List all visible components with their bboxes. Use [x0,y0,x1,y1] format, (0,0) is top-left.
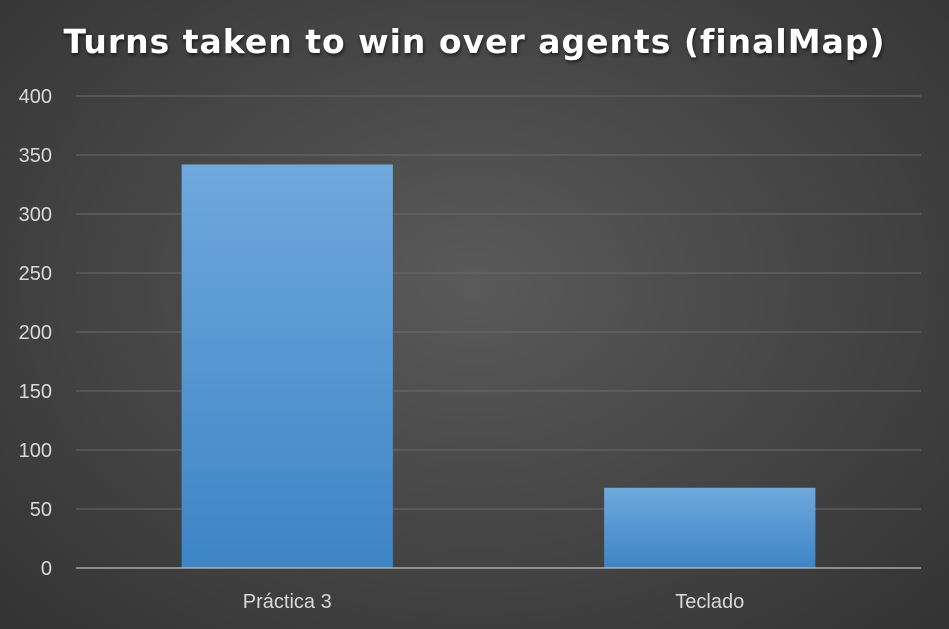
y-tick-label: 350 [19,145,52,167]
y-tick-label: 100 [19,440,52,462]
y-tick-label: 400 [19,86,52,108]
y-tick-label: 250 [19,263,52,285]
y-tick-label: 300 [19,204,52,226]
x-tick-label: Práctica 3 [243,591,332,613]
y-tick-label: 50 [30,499,52,521]
y-tick-label: 0 [41,558,52,580]
x-tick-label: Teclado [675,591,744,613]
axes: 0 50 100 150 200 250 300 350 400 Práctica 3 Teclad… [19,86,921,613]
bar [181,164,393,568]
bars [181,164,816,568]
y-tick-label: 200 [19,322,52,344]
y-tick-label: 150 [19,381,52,403]
chart-title: Turns taken to win over agents (finalMap… [63,22,886,61]
bar [604,487,816,568]
